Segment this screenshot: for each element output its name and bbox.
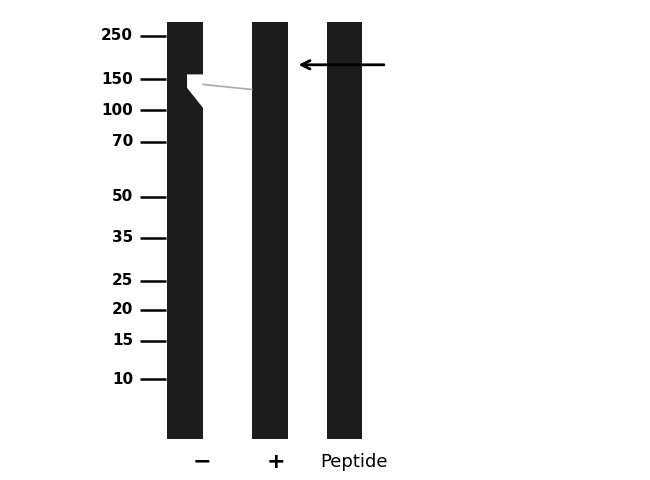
Bar: [167, 22, 203, 439]
Text: 150: 150: [101, 72, 133, 87]
Text: 250: 250: [101, 28, 133, 44]
Text: 20: 20: [112, 302, 133, 317]
Text: 50: 50: [112, 189, 133, 204]
Text: 15: 15: [112, 333, 133, 348]
Bar: [327, 22, 363, 439]
Text: +: +: [267, 452, 285, 472]
Polygon shape: [187, 74, 203, 108]
Text: 70: 70: [112, 134, 133, 149]
Text: 100: 100: [101, 103, 133, 118]
Text: Peptide: Peptide: [320, 453, 388, 471]
Text: 25: 25: [112, 273, 133, 288]
Bar: [252, 22, 287, 439]
Text: 35: 35: [112, 230, 133, 245]
Text: −: −: [192, 452, 211, 472]
Text: 10: 10: [112, 372, 133, 387]
